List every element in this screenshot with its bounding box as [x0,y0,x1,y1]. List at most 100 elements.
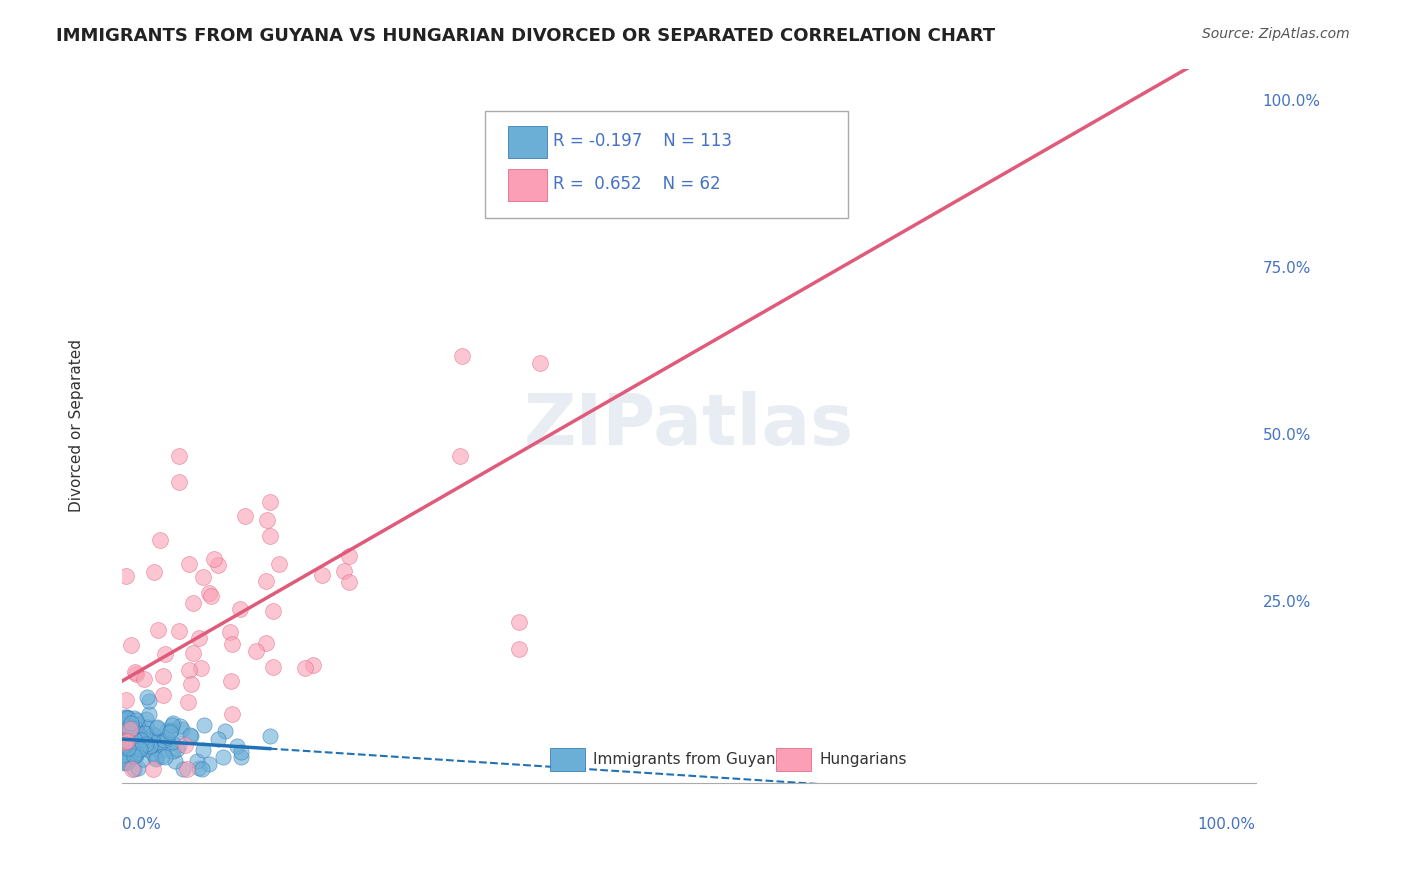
Point [311,568,333,582]
Point [166,741,188,756]
Point [449,449,471,463]
Point [122,748,145,763]
Point [122,711,145,725]
Point [229,745,252,759]
Point [162,718,184,732]
Point [135,737,157,751]
Text: 75.0%: 75.0% [1263,261,1310,277]
Point [142,566,165,580]
Point [136,720,159,734]
Point [131,722,153,736]
Point [135,742,157,756]
Point [259,529,281,543]
Point [167,739,190,753]
Point [337,549,360,563]
Point [136,690,159,705]
Point [193,718,215,732]
Point [145,720,167,734]
Point [127,725,149,739]
Point [177,557,200,571]
Point [132,752,155,766]
Text: 100.0%: 100.0% [1198,817,1256,832]
Point [136,738,159,752]
Point [200,589,222,603]
Point [226,739,249,753]
Point [219,674,242,689]
Point [174,738,197,752]
Point [125,748,148,763]
Point [114,693,136,707]
Point [114,568,136,582]
Point [112,738,135,752]
Point [219,624,242,639]
Point [146,624,169,638]
Point [177,695,200,709]
Point [262,604,284,618]
Point [142,727,165,741]
Point [142,762,165,776]
Point [229,602,252,616]
Point [118,731,141,746]
Point [112,739,135,753]
Text: IMMIGRANTS FROM GUYANA VS HUNGARIAN DIVORCED OR SEPARATED CORRELATION CHART: IMMIGRANTS FROM GUYANA VS HUNGARIAN DIVO… [56,27,995,45]
Point [301,658,323,673]
Point [207,731,229,746]
Point [150,749,173,764]
Point [138,694,160,708]
Point [146,721,169,735]
Point [143,728,166,742]
Point [118,747,141,762]
Point [333,564,356,578]
Point [180,729,202,743]
Point [152,688,174,702]
Point [734,194,756,209]
Point [114,738,136,752]
Point [198,756,221,771]
Point [114,753,136,767]
Point [114,723,136,737]
Point [294,661,316,675]
Point [156,733,179,747]
Point [124,741,146,756]
Point [127,726,149,740]
Point [162,716,184,731]
Point [112,709,135,723]
Point [142,739,165,754]
Point [212,750,235,764]
FancyBboxPatch shape [485,112,848,219]
Point [114,756,136,771]
Point [221,706,243,721]
FancyBboxPatch shape [776,748,811,771]
Point [132,732,155,747]
Point [142,731,165,745]
Point [115,733,138,747]
Point [127,716,149,731]
Point [179,663,201,677]
Text: Immigrants from Guyana: Immigrants from Guyana [593,752,785,766]
Point [187,631,209,645]
Point [118,739,141,754]
Point [162,735,184,749]
Point [254,574,277,588]
Point [186,755,208,769]
Point [152,669,174,683]
Point [160,723,183,738]
Point [117,710,139,724]
Text: Source: ZipAtlas.com: Source: ZipAtlas.com [1202,27,1350,41]
Point [115,733,138,747]
FancyBboxPatch shape [550,748,585,771]
Point [120,722,142,736]
Point [202,552,225,566]
Text: 100.0%: 100.0% [1263,95,1320,110]
Point [125,746,148,760]
Point [180,677,202,691]
Text: 0.0%: 0.0% [122,817,162,832]
Point [233,509,256,524]
Point [112,712,135,726]
Point [179,728,201,742]
Text: ZIPatlas: ZIPatlas [524,391,853,460]
Point [169,718,191,732]
Point [156,723,179,738]
Text: R = -0.197    N = 113: R = -0.197 N = 113 [553,132,733,151]
Point [134,673,156,687]
